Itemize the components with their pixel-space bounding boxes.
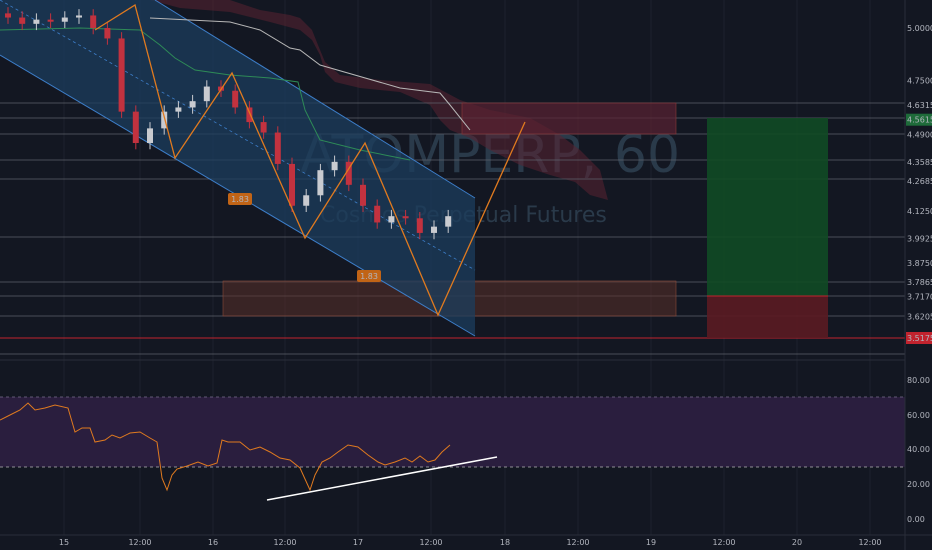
annotation-badge-2[interactable]: 1.83 <box>357 270 381 282</box>
candle-body[interactable] <box>175 107 182 112</box>
price-label: 4.2685 <box>907 177 932 186</box>
channel-upper <box>154 0 476 199</box>
rsi-label-20: 20.00 <box>907 480 930 489</box>
rsi-line <box>0 402 451 492</box>
rsi-trendline[interactable] <box>266 456 498 501</box>
candle-body[interactable] <box>19 17 26 24</box>
ma-white <box>149 17 471 131</box>
candle-body[interactable] <box>431 226 437 233</box>
candle-body[interactable] <box>331 161 338 171</box>
price-label: 4.7500 <box>907 76 932 85</box>
candle-body[interactable] <box>47 19 54 22</box>
price-badge <box>906 332 932 344</box>
price-label: 4.4900 <box>907 131 932 140</box>
candle-body[interactable] <box>147 128 153 144</box>
price-label: 3.7865 <box>907 278 932 287</box>
price-labels: 5.0000 4.7500 4.6315 4.5615 4.4900 4.3585 4.26… <box>906 24 932 344</box>
candle-body[interactable] <box>90 15 97 28</box>
rsi-label-40: 40.00 <box>907 445 930 454</box>
candle-body[interactable] <box>203 86 210 102</box>
time-label: 12:00 <box>858 538 881 547</box>
stop-zone[interactable] <box>707 296 828 338</box>
candle-body[interactable] <box>445 216 452 227</box>
candle-body[interactable] <box>104 28 111 39</box>
candle-body[interactable] <box>416 218 423 233</box>
candle-body[interactable] <box>61 17 68 22</box>
price-label: 3.5175 <box>907 334 932 343</box>
cloud-area <box>150 0 608 200</box>
candle-body[interactable] <box>246 107 253 123</box>
candle-body[interactable] <box>289 163 295 206</box>
time-label: 12:00 <box>566 538 589 547</box>
time-label: 19 <box>646 538 656 547</box>
time-label: 12:00 <box>128 538 151 547</box>
price-label: 3.9925 <box>907 235 932 244</box>
target-zone[interactable] <box>707 118 828 296</box>
time-label: 12:00 <box>712 538 735 547</box>
time-label: 15 <box>59 538 69 547</box>
candle-body[interactable] <box>132 111 139 144</box>
price-label: 5.0000 <box>907 24 932 33</box>
candle-body[interactable] <box>374 205 381 223</box>
candle-body[interactable] <box>33 19 40 24</box>
time-axis[interactable]: 15 12:00 16 12:00 17 12:00 18 12:00 19 1… <box>59 538 882 547</box>
price-label: 4.1250 <box>907 207 932 216</box>
time-label: 16 <box>208 538 218 547</box>
zigzag-pattern[interactable] <box>94 3 526 317</box>
time-label: 18 <box>500 538 510 547</box>
price-badge <box>906 113 932 126</box>
price-label: 3.7170 <box>907 292 932 301</box>
candle-body[interactable] <box>388 216 395 223</box>
price-label: 3.8750 <box>907 259 932 268</box>
annotation-badge-1[interactable]: 1.83 <box>228 193 252 205</box>
rsi-label-60: 60.00 <box>907 411 930 420</box>
price-axis[interactable] <box>905 0 932 550</box>
candle-body[interactable] <box>189 101 196 108</box>
candle-body[interactable] <box>360 184 366 206</box>
supply-zone[interactable] <box>461 102 677 135</box>
candle-body[interactable] <box>118 38 125 112</box>
time-label: 12:00 <box>419 538 442 547</box>
price-label: 4.3585 <box>907 158 932 167</box>
candle-body[interactable] <box>76 15 82 18</box>
time-label: 12:00 <box>273 538 296 547</box>
channel-mid <box>0 0 476 271</box>
time-label: 17 <box>353 538 363 547</box>
time-label: 20 <box>792 538 802 547</box>
candle-body[interactable] <box>5 13 11 18</box>
candle-body[interactable] <box>345 161 352 185</box>
annotation-text-2: 1.83 <box>360 272 378 281</box>
price-label: 4.5615 <box>907 116 932 125</box>
candle-body[interactable] <box>232 90 239 108</box>
price-label: 4.6315 <box>907 101 932 110</box>
price-label: 3.6205 <box>907 312 932 321</box>
rsi-label-0: 0.00 <box>907 515 925 524</box>
candle-body[interactable] <box>161 111 168 129</box>
candle-body[interactable] <box>402 216 409 219</box>
candle-body[interactable] <box>274 132 281 164</box>
candle-body[interactable] <box>303 195 310 206</box>
rsi-band <box>0 397 905 467</box>
annotation-text-1: 1.83 <box>231 195 249 204</box>
candle-body[interactable] <box>317 170 324 196</box>
candles[interactable] <box>5 7 452 240</box>
rsi-label-80: 80.00 <box>907 376 930 385</box>
candle-body[interactable] <box>260 122 267 133</box>
